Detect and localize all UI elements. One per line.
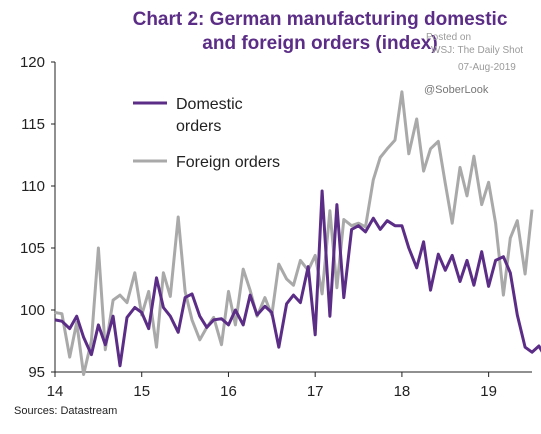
x-tick-label: 15 [133,383,150,400]
watermark-posted-on: Posted on [426,32,472,43]
y-tick-label: 100 [20,302,45,319]
chart-title: Chart 2: German manufacturing domestic a… [100,8,540,56]
watermark-source: WSJ: The Daily Shot [431,45,524,56]
series-line-domestic-orders [54,189,541,368]
chart-axes: 95 100 105 110 115 120 14 15 16 17 18 19 [20,54,532,400]
x-tick-label: 19 [480,383,497,400]
chart-title-line-2: and foreign orders (index) [202,33,438,54]
x-tick-label: 17 [307,383,324,400]
x-tick-label: 16 [220,383,237,400]
legend-label-foreign: Foreign orders [176,154,280,171]
y-tick-label: 120 [20,54,45,71]
source-note: Sources: Datastream [14,405,118,417]
y-tick-label: 115 [21,116,45,133]
y-tick-label: 95 [28,364,45,381]
x-tick-label: 14 [47,383,64,400]
chart-title-line-1: Chart 2: German manufacturing domestic [132,9,508,30]
chart-series-layer [54,90,541,376]
watermark-handle: @SoberLook [424,84,489,96]
chart-legend: Domestic orders Foreign orders [133,96,280,171]
y-tick-label: 110 [21,178,45,195]
legend-label-domestic-line-1: Domestic [176,96,243,113]
y-tick-label: 105 [20,240,45,257]
series-line-foreign-orders [54,90,534,376]
watermark-date: 07-Aug-2019 [458,62,516,73]
x-tick-label: 18 [394,383,411,400]
legend-label-domestic-line-2: orders [176,118,221,135]
